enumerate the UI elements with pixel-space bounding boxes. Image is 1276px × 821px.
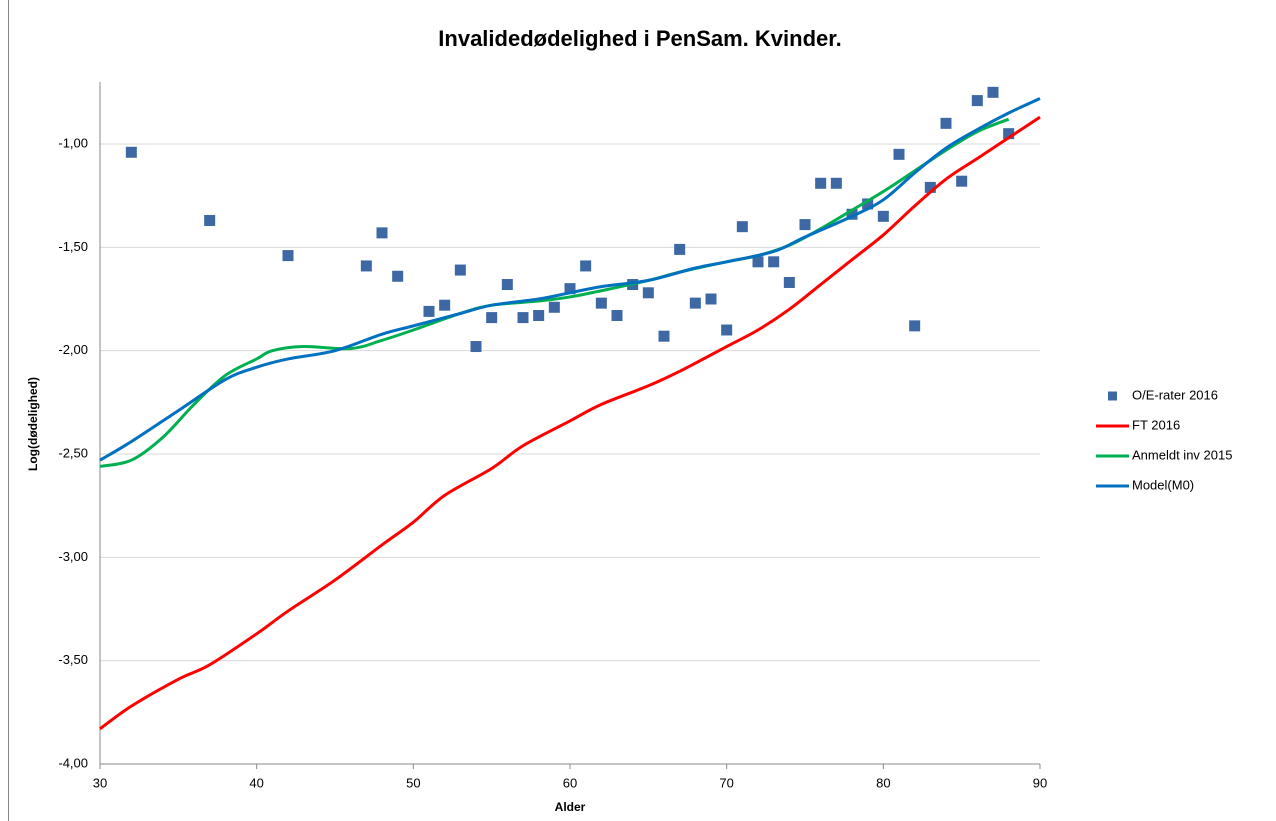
x-tick-label: 70: [719, 775, 733, 790]
y-tick-label: -2,50: [58, 445, 88, 460]
scatter-point: [877, 210, 889, 222]
scatter-point: [1003, 128, 1015, 140]
scatter-point: [940, 117, 952, 129]
scatter-point: [204, 214, 216, 226]
scatter-point: [360, 260, 372, 272]
scatter-point: [376, 227, 388, 239]
scatter-point: [595, 297, 607, 309]
scatter-point: [125, 146, 137, 158]
x-axis-label: Alder: [555, 800, 586, 814]
scatter-point: [392, 270, 404, 282]
scatter-point: [689, 297, 701, 309]
x-tick-label: 90: [1033, 775, 1047, 790]
scatter-point: [501, 279, 513, 291]
legend-label: FT 2016: [1132, 417, 1180, 432]
legend-label: Model(M0): [1132, 477, 1194, 492]
scatter-point: [423, 305, 435, 317]
chart-title: Invalidedødelighed i PenSam. Kvinder.: [438, 26, 841, 51]
scatter-point: [768, 256, 780, 268]
x-tick-label: 60: [563, 775, 577, 790]
scatter-point: [642, 287, 654, 299]
scatter-point: [987, 86, 999, 98]
scatter-point: [862, 198, 874, 210]
scatter-point: [893, 148, 905, 160]
scatter-point: [705, 293, 717, 305]
x-tick-label: 30: [93, 775, 107, 790]
scatter-point: [454, 264, 466, 276]
y-tick-label: -4,00: [58, 755, 88, 770]
y-tick-label: -2,00: [58, 342, 88, 357]
scatter-point: [517, 312, 529, 324]
scatter-point: [783, 276, 795, 288]
scatter-point: [439, 299, 451, 311]
scatter-point: [658, 330, 670, 342]
line-series: [99, 115, 1041, 731]
scatter-point: [830, 177, 842, 189]
scatter-point: [736, 221, 748, 233]
scatter-point: [674, 243, 686, 255]
x-tick-label: 50: [406, 775, 420, 790]
scatter-point: [611, 310, 623, 322]
line-series: [99, 97, 1041, 462]
x-tick-label: 40: [249, 775, 263, 790]
scatter-point: [580, 260, 592, 272]
chart-frame: [8, 0, 1276, 821]
scatter-point: [971, 95, 983, 107]
scatter-point: [924, 181, 936, 193]
y-tick-label: -3,00: [58, 549, 88, 564]
legend-marker: [1108, 391, 1117, 401]
y-axis-label: Log(dødelighed): [26, 377, 40, 471]
scatter-point: [752, 256, 764, 268]
scatter-point: [721, 324, 733, 336]
scatter-point: [564, 283, 576, 295]
scatter-point: [548, 301, 560, 313]
scatter-point: [486, 312, 498, 324]
scatter-point: [909, 320, 921, 332]
y-tick-label: -3,50: [58, 652, 88, 667]
scatter-point: [956, 175, 968, 187]
scatter-point: [282, 250, 294, 262]
scatter-point: [799, 219, 811, 231]
scatter-point: [533, 310, 545, 322]
legend-label: O/E-rater 2016: [1132, 387, 1218, 402]
y-tick-label: -1,00: [58, 135, 88, 150]
scatter-point: [470, 341, 482, 353]
line-series: [99, 117, 1010, 468]
y-tick-label: -1,50: [58, 239, 88, 254]
scatter-point: [846, 208, 858, 220]
legend-label: Anmeldt inv 2015: [1132, 447, 1232, 462]
scatter-point: [815, 177, 827, 189]
x-tick-label: 80: [876, 775, 890, 790]
